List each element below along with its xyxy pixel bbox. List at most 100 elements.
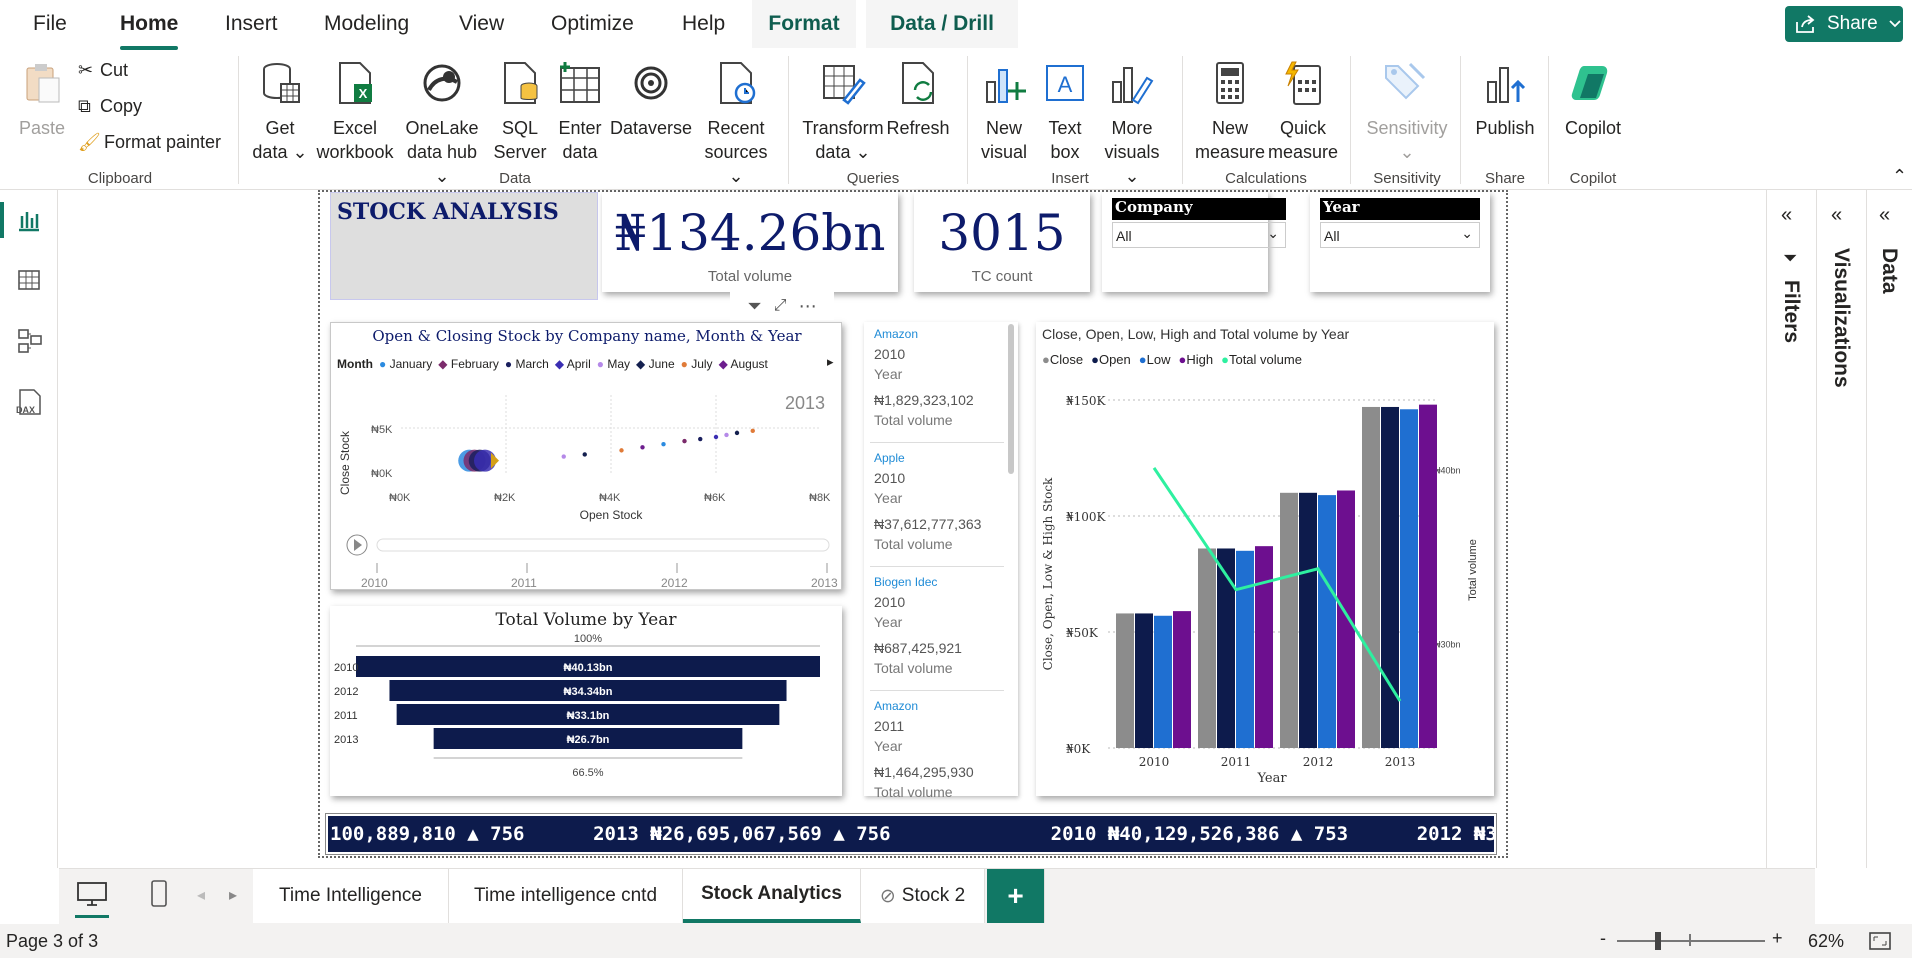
legend-item-low[interactable]: ●Low: [1139, 352, 1171, 367]
table-view-icon[interactable]: [17, 268, 41, 292]
copilot-button[interactable]: Copilot: [1556, 50, 1630, 140]
scatter-chart-visual[interactable]: Open & Closing Stock by Company name, Mo…: [330, 322, 842, 590]
tab-file[interactable]: File: [33, 12, 67, 36]
data-point: [619, 448, 623, 452]
legend-item-march[interactable]: ● March: [505, 357, 549, 371]
enter-data-button[interactable]: Enter data: [554, 50, 606, 164]
filter-icon[interactable]: ⏷: [747, 296, 761, 317]
page-tab-time-intelligence[interactable]: Time Intelligence: [253, 869, 449, 923]
company-card[interactable]: Amazon 2010 Year ₦1,829,323,102 Total volume: [874, 324, 1004, 430]
visualizations-pane[interactable]: « Visualizations: [1816, 190, 1866, 868]
svg-text:X: X: [359, 86, 368, 101]
funnel-bar-label: ₦40.13bn: [564, 662, 613, 674]
x-tick-label: 2010: [1139, 755, 1170, 769]
company-cards-list[interactable]: Amazon 2010 Year ₦1,829,323,102 Total volume…: [864, 322, 1018, 796]
cut-button[interactable]: ✂ Cut: [78, 60, 128, 81]
model-view-icon[interactable]: [17, 328, 43, 354]
company-slicer[interactable]: Company All ⌄: [1102, 192, 1268, 292]
new-visual-button[interactable]: New visual: [978, 50, 1030, 164]
share-button[interactable]: Share: [1785, 6, 1903, 42]
funnel-chart-visual[interactable]: Total Volume by Year 100% ₦40.13bn 2010 ₦34…: [330, 606, 842, 796]
company-card[interactable]: Biogen Idec 2010 Year ₦687,425,921 Total vol…: [874, 572, 1004, 678]
tab-format[interactable]: Format: [752, 0, 856, 48]
report-view-icon[interactable]: [17, 208, 41, 232]
status-bar: Page 3 of 3 - + 62%: [0, 924, 1912, 958]
combo-chart-visual[interactable]: Close, Open, Low, High and Total volume …: [1036, 322, 1494, 796]
company-dropdown[interactable]: All ⌄: [1112, 222, 1286, 248]
dataverse-button[interactable]: Dataverse: [610, 50, 692, 140]
excel-workbook-button[interactable]: X Excel workbook: [312, 50, 398, 164]
more-options-icon[interactable]: ⋯: [799, 296, 817, 317]
total-volume-card[interactable]: ₦134.26bn Total volume: [602, 192, 898, 292]
combo-bar: [1173, 611, 1191, 748]
fit-to-page-icon[interactable]: [1868, 931, 1892, 951]
scroll-right-icon[interactable]: ▸: [229, 885, 237, 905]
data-point: [640, 445, 644, 449]
expand-filters-icon[interactable]: «: [1781, 204, 1792, 227]
legend-item-may[interactable]: ● May: [597, 357, 630, 371]
sensitivity-button[interactable]: Sensitivity ⌄: [1360, 50, 1454, 164]
year-slicer[interactable]: Year All ⌄: [1310, 192, 1490, 292]
filters-pane[interactable]: « ⏷ Filters: [1766, 190, 1816, 868]
tab-view[interactable]: View: [459, 12, 504, 36]
transform-data-button[interactable]: Transform data ⌄: [800, 50, 886, 164]
quick-measure-button[interactable]: Quick measure: [1268, 50, 1338, 164]
more-visuals-button[interactable]: More visuals ⌄: [1096, 50, 1168, 188]
legend-item-august[interactable]: ◆ August: [719, 357, 768, 371]
text-box-button[interactable]: A Text box: [1040, 50, 1090, 164]
tab-insert[interactable]: Insert: [225, 12, 278, 36]
page-tab-time-intelligence-cntd[interactable]: Time intelligence cntd: [449, 869, 683, 923]
page-tab-stock-2[interactable]: ⊘ Stock 2: [861, 869, 985, 923]
refresh-icon: [895, 60, 941, 106]
zoom-slider[interactable]: [1617, 940, 1765, 942]
tab-modeling[interactable]: Modeling: [324, 12, 409, 36]
tc-count-card[interactable]: 3015 TC count: [914, 192, 1090, 292]
legend-item-january[interactable]: ● January: [379, 357, 432, 371]
legend-item-close[interactable]: ●Close: [1042, 352, 1083, 367]
tab-data-drill[interactable]: Data / Drill: [866, 0, 1018, 48]
desktop-layout-icon[interactable]: [75, 881, 109, 907]
collapse-ribbon-icon[interactable]: ⌃: [1892, 166, 1907, 187]
title-card[interactable]: STOCK ANALYSIS: [330, 192, 598, 300]
tab-optimize[interactable]: Optimize: [551, 12, 634, 36]
onelake-data-hub-button[interactable]: OneLake data hub ⌄: [402, 50, 482, 188]
page-tab-stock-analytics[interactable]: Stock Analytics: [683, 869, 861, 923]
tab-help[interactable]: Help: [682, 12, 725, 36]
refresh-button[interactable]: Refresh: [886, 50, 950, 140]
company-card[interactable]: Apple 2010 Year ₦37,612,777,363 Total volume: [874, 448, 1004, 554]
legend-item-high[interactable]: ●High: [1179, 352, 1214, 367]
legend-item-open[interactable]: ●Open: [1091, 352, 1131, 367]
legend-item-june[interactable]: ◆ June: [636, 357, 675, 371]
paste-button[interactable]: Paste: [14, 50, 70, 140]
scroll-left-icon[interactable]: ◂: [197, 885, 205, 905]
zoom-level: 62%: [1808, 931, 1844, 952]
new-measure-button[interactable]: New measure: [1194, 50, 1266, 164]
legend-item-total-volume[interactable]: ●Total volume: [1221, 352, 1302, 367]
format-painter-button[interactable]: 🖌 Format painter: [78, 132, 221, 153]
dax-query-view-icon[interactable]: DAX: [14, 388, 44, 416]
zoom-in-button[interactable]: +: [1772, 928, 1783, 949]
recent-sources-button[interactable]: Recent sources ⌄: [700, 50, 772, 188]
visualizations-label: Visualizations: [1829, 248, 1853, 388]
company-card[interactable]: Amazon 2011 Year ₦1,464,295,930 Total volume: [874, 696, 1004, 802]
publish-button[interactable]: Publish: [1470, 50, 1540, 140]
legend-next-icon[interactable]: ▸: [827, 354, 834, 370]
expand-data-icon[interactable]: «: [1879, 204, 1890, 227]
sql-server-button[interactable]: SQL Server: [490, 50, 550, 164]
scrollbar[interactable]: [1008, 324, 1014, 474]
mobile-layout-icon[interactable]: [149, 879, 169, 909]
ticker-tape[interactable]: 100,889,810 ▲ 756 2013 ₦26,695,067,569 ▲…: [326, 814, 1496, 854]
zoom-slider-thumb[interactable]: [1655, 932, 1661, 950]
legend-item-february[interactable]: ◆ February: [438, 357, 499, 371]
copy-button[interactable]: ⧉ Copy: [78, 96, 142, 117]
focus-mode-icon[interactable]: ⤢: [774, 297, 787, 315]
data-pane[interactable]: « Data: [1866, 190, 1912, 868]
add-page-button[interactable]: +: [987, 869, 1045, 923]
get-data-button[interactable]: Get data ⌄: [250, 50, 310, 164]
expand-visualizations-icon[interactable]: «: [1831, 204, 1842, 227]
legend-item-april[interactable]: ◆ April: [555, 357, 591, 371]
tab-home[interactable]: Home: [120, 12, 178, 36]
zoom-out-button[interactable]: -: [1600, 928, 1606, 949]
year-dropdown[interactable]: All ⌄: [1320, 222, 1480, 248]
legend-item-july[interactable]: ● July: [681, 357, 713, 371]
